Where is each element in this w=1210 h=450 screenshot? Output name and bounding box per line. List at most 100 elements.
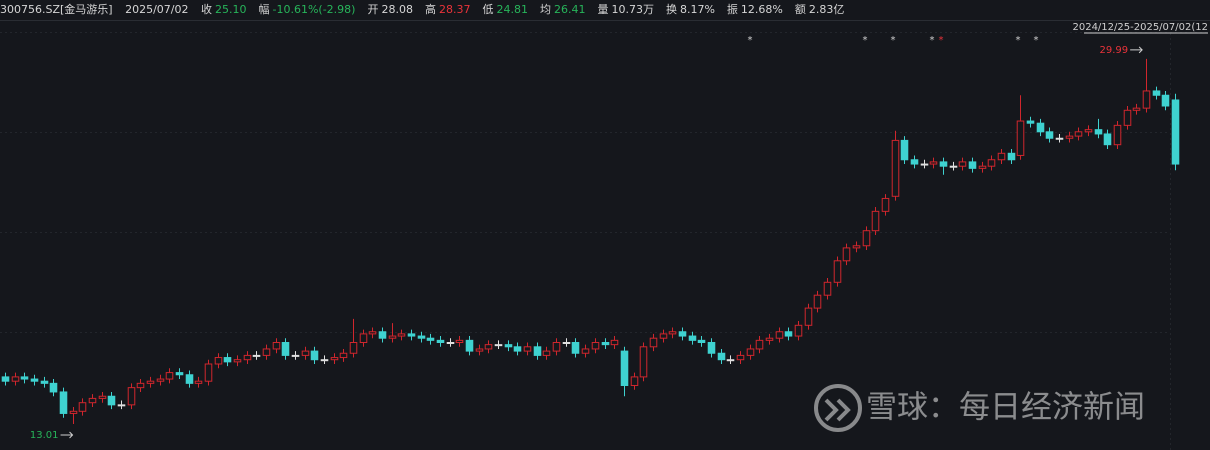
candle-body [88, 397, 97, 404]
watermark-logo [824, 398, 851, 422]
quote-value: 24.81 [496, 3, 528, 16]
candle-body [262, 348, 271, 356]
candle-body [98, 395, 107, 399]
candle-body [920, 163, 929, 166]
min-label: 13.01 [30, 430, 59, 441]
quote-item: 换 8.17% [666, 3, 718, 16]
candle-body [678, 331, 687, 337]
candle-body [668, 331, 677, 335]
candle-body [717, 352, 726, 361]
quote-value: 28.37 [438, 3, 471, 16]
quote-label: 额 [794, 3, 806, 16]
event-star: * [1016, 35, 1021, 46]
candle-body [794, 324, 803, 337]
candle-body [697, 339, 706, 344]
quote-label: 高 [424, 3, 436, 16]
candle-body [1055, 137, 1064, 140]
event-markers: * * * * * * * [748, 35, 1039, 46]
candle-body [165, 372, 174, 380]
candle-body [465, 339, 474, 352]
candle-body [204, 363, 213, 382]
watermark-text: 雪球：每日经济新闻 [866, 390, 1145, 426]
quote-label: 低 [482, 3, 494, 16]
candle-body [581, 348, 590, 354]
quote-item: 额 2.83亿 [795, 3, 848, 16]
candle-body [1074, 131, 1083, 137]
candle-body [1123, 109, 1132, 126]
candle-body [542, 350, 551, 356]
candle-body [775, 331, 784, 339]
candle-body [59, 391, 68, 414]
candle-body [378, 331, 387, 339]
quote-value: 26.41 [553, 3, 586, 16]
candle-body [1007, 152, 1016, 161]
candle-body [194, 380, 203, 384]
quote-item: 幅 -10.61%(-2.98) [259, 3, 359, 16]
candle-body [630, 376, 639, 386]
candle-body [475, 348, 484, 352]
candle-body [397, 333, 406, 337]
max-arrow [1130, 46, 1143, 54]
candle-body [1152, 90, 1161, 96]
candle-body [968, 161, 977, 169]
candle-body [601, 342, 610, 346]
candle-body [281, 342, 290, 356]
candle-body [252, 354, 261, 357]
candle-body [69, 410, 78, 414]
candle-body [736, 354, 745, 361]
candle-body [310, 350, 319, 361]
candle-body [107, 395, 116, 406]
candle-body [552, 342, 561, 352]
candle-body [436, 339, 445, 344]
candle-body [1016, 120, 1025, 156]
candle-body [30, 378, 39, 382]
candle-body [320, 359, 329, 362]
candle-body [871, 210, 880, 232]
quote-item: 高 28.37 [425, 3, 474, 16]
quote-item: 均 26.41 [540, 3, 589, 16]
candle-body [765, 337, 774, 341]
quote-label: 均 [539, 3, 551, 16]
quote-label: 振 [726, 3, 738, 16]
min-arrow [60, 431, 74, 439]
event-star: * [939, 35, 944, 46]
candle-body [1026, 120, 1035, 124]
candle-body [910, 159, 919, 165]
quote-value: 2.83亿 [808, 3, 845, 16]
candle-body [185, 374, 194, 384]
candle-body [523, 346, 532, 352]
candle-body [1, 376, 10, 382]
candle-body [610, 339, 619, 346]
candle-body [291, 354, 300, 357]
candle-body [649, 337, 658, 348]
quote-item: 振 12.68% [727, 3, 786, 16]
quote-value: 10.73万 [611, 3, 654, 16]
candle-body [504, 344, 513, 348]
candle-body [833, 260, 842, 283]
candle-body [407, 333, 416, 337]
candle-body [726, 359, 735, 362]
candle-body [1113, 124, 1122, 146]
candle-body [349, 342, 358, 354]
quote-item: 低 24.81 [482, 3, 531, 16]
candle-body [330, 357, 339, 361]
candle-body [949, 165, 958, 168]
quote-label: 量 [597, 3, 609, 16]
candle-body [978, 165, 987, 169]
candle-body [1045, 131, 1054, 139]
candle-body [562, 342, 571, 344]
candle-body [339, 352, 348, 359]
candle-body [117, 404, 126, 407]
candle-body [862, 230, 871, 247]
quote-item: 开 28.08 [367, 3, 416, 16]
candle-body [1103, 133, 1112, 146]
event-star: * [891, 35, 896, 46]
candle-body [214, 357, 223, 365]
candle-body [900, 139, 909, 161]
candle-body [301, 350, 310, 356]
event-star: * [863, 35, 868, 46]
candle-body [823, 281, 832, 296]
quote-value: 12.68% [740, 3, 783, 16]
